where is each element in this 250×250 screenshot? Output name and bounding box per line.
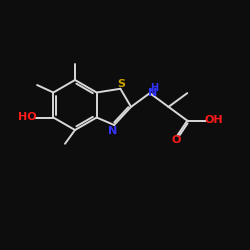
Text: OH: OH <box>204 115 223 125</box>
Text: HO: HO <box>18 112 36 122</box>
Text: S: S <box>117 79 125 89</box>
Text: N: N <box>108 126 118 136</box>
Text: O: O <box>171 135 181 145</box>
Text: H: H <box>150 83 158 93</box>
Text: N: N <box>148 88 158 98</box>
